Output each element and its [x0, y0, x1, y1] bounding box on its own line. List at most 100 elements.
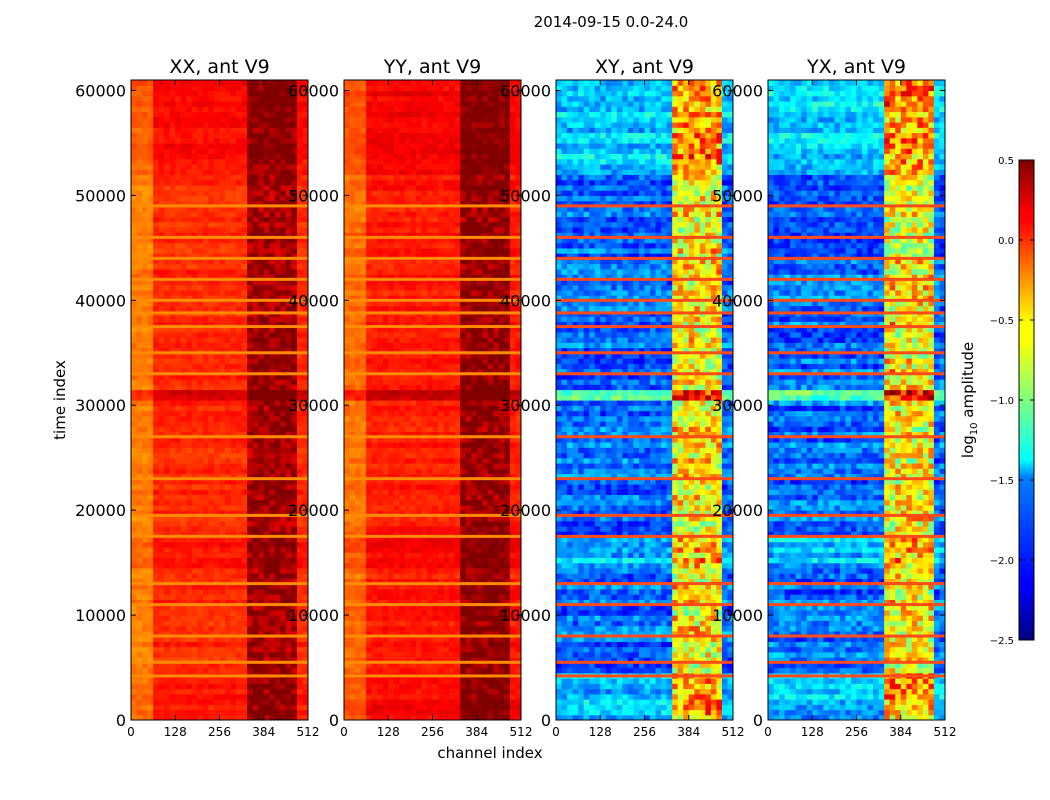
- heatmap-cell: [191, 552, 198, 558]
- heatmap-cell: [186, 316, 193, 322]
- heatmap-cell: [302, 121, 308, 128]
- heatmap-cell: [252, 562, 259, 569]
- heatmap-cell: [175, 504, 182, 511]
- heatmap-cell: [191, 515, 198, 522]
- heatmap-cell: [164, 525, 171, 532]
- heatmap-cell: [460, 714, 467, 720]
- heatmap-cell: [147, 415, 154, 422]
- heatmap-cell: [247, 651, 254, 658]
- heatmap-cell: [296, 441, 304, 448]
- heatmap-cell: [142, 153, 149, 160]
- heatmap-cell: [487, 557, 494, 564]
- heatmap-cell: [432, 620, 439, 627]
- heatmap-cell: [247, 158, 254, 165]
- heatmap-cell: [186, 90, 193, 97]
- heatmap-cell: [241, 693, 248, 700]
- heatmap-cell: [191, 394, 198, 401]
- heatmap-cell: [213, 226, 221, 233]
- heatmap-cell: [219, 274, 226, 280]
- heatmap-cell: [285, 552, 293, 558]
- heatmap-cell: [197, 342, 204, 349]
- heatmap-cell: [476, 552, 483, 558]
- heatmap-cell: [252, 274, 259, 280]
- heatmap-cell: [280, 515, 287, 522]
- heatmap-cell: [197, 420, 204, 427]
- heatmap-cell: [296, 678, 304, 684]
- heatmap-cell: [169, 205, 176, 212]
- heatmap-cell: [498, 636, 506, 642]
- heatmap-cell: [471, 620, 478, 627]
- heatmap-cell: [252, 352, 259, 359]
- heatmap-cell: [175, 253, 182, 259]
- heatmap-cell: [247, 90, 254, 97]
- heatmap-cell: [136, 699, 143, 705]
- heatmap-cell: [258, 100, 265, 107]
- heatmap-cell: [186, 326, 193, 333]
- heatmap-cell: [241, 300, 248, 307]
- heatmap-cell: [147, 347, 154, 354]
- heatmap-cell: [147, 704, 154, 711]
- heatmap-cell: [493, 683, 500, 690]
- heatmap-cell: [197, 316, 204, 322]
- heatmap-cell: [186, 153, 193, 160]
- heatmap-cell: [285, 436, 293, 443]
- heatmap-cell: [388, 562, 395, 569]
- heatmap-cell: [186, 373, 193, 380]
- heatmap-cell: [219, 111, 226, 118]
- heatmap-cell: [247, 384, 254, 391]
- heatmap-cell: [371, 567, 378, 574]
- heatmap-cell: [147, 153, 154, 160]
- heatmap-cell: [285, 253, 293, 259]
- heatmap-cell: [142, 352, 149, 359]
- heatmap-cell: [131, 263, 138, 270]
- heatmap-cell: [355, 604, 362, 611]
- heatmap-cell: [426, 599, 434, 606]
- heatmap-cell: [471, 651, 478, 658]
- heatmap-cell: [247, 578, 254, 585]
- heatmap-cell: [147, 447, 154, 454]
- heatmap-cell: [175, 279, 182, 286]
- heatmap-cell: [180, 452, 187, 459]
- heatmap-cell: [274, 237, 281, 244]
- heatmap-cell: [274, 415, 281, 422]
- heatmap-cell: [147, 190, 154, 197]
- heatmap-cell: [230, 504, 237, 511]
- heatmap-cell: [213, 489, 221, 496]
- heatmap-cell: [213, 420, 221, 427]
- heatmap-cell: [186, 641, 193, 648]
- heatmap-cell: [164, 567, 171, 574]
- heatmap-cell: [269, 709, 276, 716]
- heatmap-cell: [142, 662, 149, 669]
- heatmap-cell: [404, 693, 411, 700]
- heatmap-cell: [247, 594, 254, 600]
- heatmap-cell: [186, 237, 193, 244]
- heatmap-cell: [131, 121, 138, 128]
- heatmap-cell: [147, 363, 154, 370]
- heatmap-cell: [465, 636, 472, 642]
- heatmap-cell: [153, 420, 160, 427]
- heatmap-cell: [252, 489, 259, 496]
- heatmap-cell: [269, 268, 276, 275]
- heatmap-cell: [269, 289, 276, 296]
- heatmap-cell: [164, 263, 171, 270]
- heatmap-cell: [274, 546, 281, 553]
- heatmap-cell: [186, 274, 193, 280]
- heatmap-cell: [399, 567, 406, 574]
- heatmap-cell: [263, 546, 270, 553]
- heatmap-cell: [360, 604, 367, 611]
- heatmap-cell: [136, 337, 143, 343]
- heatmap-cell: [393, 699, 400, 705]
- heatmap-cell: [302, 441, 308, 448]
- heatmap-cell: [180, 132, 187, 139]
- heatmap-cell: [175, 394, 182, 401]
- heatmap-cell: [291, 510, 298, 517]
- heatmap-cell: [360, 615, 367, 621]
- heatmap-cell: [213, 363, 221, 370]
- heatmap-cell: [247, 321, 254, 328]
- heatmap-cell: [291, 352, 298, 359]
- heatmap-cell: [208, 326, 215, 333]
- heatmap-cell: [269, 179, 276, 186]
- heatmap-cell: [197, 121, 204, 128]
- heatmap-cell: [426, 567, 434, 574]
- heatmap-cell: [285, 211, 293, 217]
